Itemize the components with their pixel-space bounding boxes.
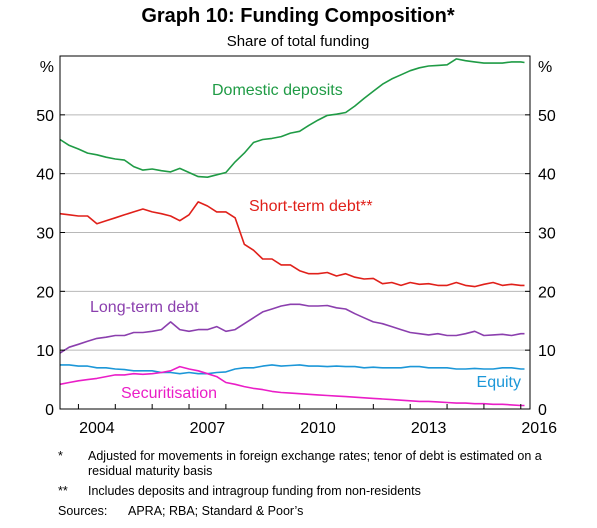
series-line-2 [59, 303, 525, 354]
x-tick-label-2010: 2010 [300, 420, 336, 437]
footnote-1: * Adjusted for movements in foreign exch… [58, 449, 578, 479]
series-line-4 [59, 365, 525, 407]
y-unit-left: % [40, 59, 54, 76]
line-chart: Graph 10: Funding Composition* Share of … [36, 5, 557, 437]
footnote-1-mark: * [58, 449, 63, 463]
y-tick-label-right-0: 0 [538, 402, 547, 419]
y-tick-label-left-0: 0 [45, 402, 54, 419]
y-tick-label-right-40: 40 [538, 167, 556, 184]
y-tick-label-left-10: 10 [36, 343, 54, 360]
x-tick-label-2004: 2004 [79, 420, 115, 437]
series-lines [59, 58, 525, 407]
series-label-3: Equity [477, 374, 521, 391]
sources-label: Sources: [58, 504, 108, 518]
footnotes: * Adjusted for movements in foreign exch… [58, 449, 578, 519]
grid-lines [60, 114, 530, 351]
y-tick-label-left-30: 30 [36, 226, 54, 243]
series-line-1 [59, 201, 525, 288]
footnote-2-mark: ** [58, 484, 68, 498]
x-tick-label-2016: 2016 [521, 420, 557, 437]
chart-subtitle: Share of total funding [227, 33, 370, 50]
y-tick-label-right-10: 10 [538, 343, 556, 360]
y-tick-label-right-20: 20 [538, 284, 556, 301]
y-tick-label-left-50: 50 [36, 108, 54, 125]
series-line-0 [59, 58, 525, 178]
sources-text: APRA; RBA; Standard & Poor’s [128, 504, 304, 518]
sources: Sources: APRA; RBA; Standard & Poor’s [58, 504, 578, 519]
x-tick-label-2013: 2013 [411, 420, 447, 437]
series-label-4: Securitisation [121, 385, 217, 402]
y-unit-right: % [538, 59, 552, 76]
axis-labels: 0 0 10 10 20 20 30 30 40 40 50 50% % 2004 2007 2010 2013… [36, 59, 557, 437]
footnote-2-text: Includes deposits and intragroup funding… [88, 484, 421, 498]
y-tick-label-right-30: 30 [538, 226, 556, 243]
footnote-1-text: Adjusted for movements in foreign exchan… [88, 449, 542, 478]
y-tick-label-left-40: 40 [36, 167, 54, 184]
x-tick-label-2007: 2007 [190, 420, 226, 437]
chart-title: Graph 10: Funding Composition* [141, 5, 455, 27]
y-tick-label-left-20: 20 [36, 284, 54, 301]
footnote-2: ** Includes deposits and intragroup fund… [58, 484, 578, 499]
series-label-2: Long-term debt [90, 299, 199, 316]
series-line-3 [60, 364, 525, 375]
series-labels: Domestic deposits Short-term debt** Long-t… [90, 82, 521, 402]
series-label-1: Short-term debt** [249, 198, 373, 215]
series-label-0: Domestic deposits [212, 82, 343, 99]
y-tick-label-right-50: 50 [538, 108, 556, 125]
